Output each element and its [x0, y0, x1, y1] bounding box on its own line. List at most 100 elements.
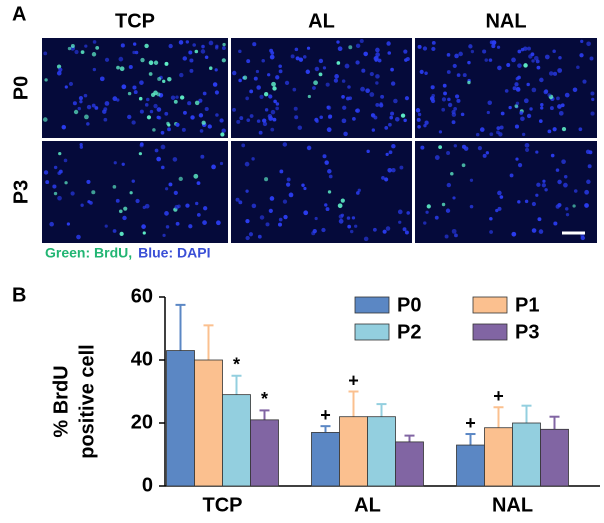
nucleus	[489, 217, 493, 221]
nucleus	[393, 98, 398, 104]
nucleus	[415, 108, 421, 113]
nucleus	[447, 97, 451, 102]
nucleus	[303, 55, 307, 59]
bar	[512, 422, 541, 487]
nucleus	[203, 206, 208, 211]
nucleus	[246, 118, 251, 123]
nucleus	[355, 43, 361, 49]
nucleus	[417, 124, 421, 129]
nucleus	[344, 63, 350, 69]
nucleus	[187, 101, 192, 106]
nucleus	[467, 80, 471, 85]
nucleus	[216, 220, 221, 226]
nucleus	[451, 228, 457, 234]
nucleus	[446, 70, 451, 74]
bar	[540, 428, 569, 487]
nucleus	[578, 127, 583, 132]
nucleus	[371, 128, 376, 132]
nucleus	[275, 75, 280, 80]
nucleus	[189, 68, 194, 73]
nucleus	[341, 118, 347, 124]
nucleus	[442, 83, 447, 88]
nucleus	[447, 102, 453, 108]
nucleus	[561, 126, 567, 132]
nucleus	[220, 132, 225, 137]
nucleus	[388, 122, 392, 127]
nucleus	[57, 171, 62, 176]
nucleus	[417, 44, 422, 49]
nucleus	[156, 156, 161, 162]
nucleus	[325, 207, 330, 212]
nucleus	[121, 84, 127, 90]
nucleus	[373, 56, 379, 61]
nucleus	[200, 154, 205, 159]
nucleus	[441, 202, 446, 207]
nucleus	[419, 69, 424, 74]
bar	[250, 419, 279, 487]
nucleus	[148, 72, 153, 76]
nucleus	[424, 71, 428, 75]
bar	[311, 432, 340, 487]
nucleus	[514, 82, 519, 87]
nucleus	[73, 109, 79, 115]
nucleus	[112, 96, 118, 102]
nucleus	[517, 200, 521, 204]
nucleus	[188, 224, 193, 229]
nucleus	[552, 71, 558, 76]
nucleus	[314, 117, 319, 122]
nucleus	[92, 67, 97, 72]
nucleus	[542, 179, 546, 183]
nucleus	[52, 184, 57, 189]
nucleus	[258, 130, 263, 135]
nucleus	[487, 100, 493, 105]
nucleus	[530, 52, 535, 57]
nucleus	[454, 233, 458, 238]
nucleus	[288, 192, 294, 198]
micrograph	[415, 38, 597, 138]
nucleus	[452, 196, 456, 200]
nucleus	[167, 76, 172, 82]
nucleus	[207, 124, 212, 129]
nucleus	[506, 63, 511, 67]
legend-label: P1	[515, 294, 539, 316]
nucleus	[441, 97, 447, 102]
nucleus	[179, 95, 185, 100]
nucleus	[83, 93, 88, 98]
nucleus	[321, 227, 326, 233]
bar	[395, 441, 424, 487]
nucleus	[590, 111, 595, 116]
nucleus	[402, 227, 407, 232]
nucleus	[446, 151, 451, 155]
stain-legend: Blue: DAPI	[138, 245, 210, 261]
nucleus	[535, 59, 540, 64]
y-tick-label: 0	[142, 474, 153, 496]
nucleus	[556, 96, 560, 101]
nucleus	[219, 161, 224, 166]
nucleus	[245, 235, 250, 241]
nucleus	[49, 221, 54, 227]
nucleus	[517, 63, 522, 68]
nucleus	[116, 98, 120, 102]
nucleus	[185, 203, 190, 208]
nucleus	[565, 213, 570, 217]
nucleus	[214, 68, 218, 72]
nucleus	[146, 115, 152, 120]
nucleus	[390, 111, 395, 116]
nucleus	[104, 57, 110, 62]
nucleus	[523, 98, 529, 104]
nucleus	[372, 227, 377, 232]
nucleus	[499, 125, 504, 130]
nucleus	[269, 196, 275, 201]
nucleus	[431, 46, 436, 52]
nucleus	[430, 85, 435, 90]
legend-swatch	[472, 323, 508, 341]
nucleus	[164, 111, 169, 116]
nucleus	[270, 109, 276, 115]
nucleus	[131, 179, 135, 183]
nucleus	[196, 181, 201, 186]
nucleus	[156, 115, 161, 120]
nucleus	[391, 143, 396, 149]
bar	[484, 427, 513, 487]
nucleus	[164, 61, 169, 66]
nucleus	[120, 43, 125, 48]
